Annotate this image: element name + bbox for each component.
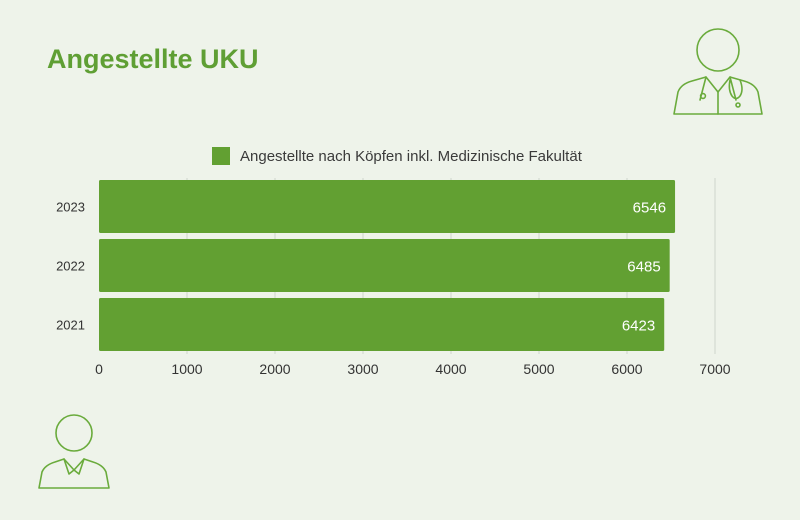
x-tick-label: 2000 [259,361,290,377]
x-tick-label: 6000 [611,361,642,377]
x-tick-label: 5000 [523,361,554,377]
doctor-icon [673,28,763,115]
legend-label: Angestellte nach Köpfen inkl. Medizinisc… [240,147,582,165]
data-label: 6423 [622,318,655,335]
x-tick-label: 0 [95,361,103,377]
x-tick-label: 7000 [699,361,730,377]
category-label: 2022 [56,259,85,274]
bar [99,239,670,292]
x-tick-label: 3000 [347,361,378,377]
bar-chart: 2023 6546 2022 6485 2021 6423 0 1000 2000 3000 400… [56,178,731,377]
x-tick-label: 4000 [435,361,466,377]
category-label: 2021 [56,318,85,333]
page-title: Angestellte UKU [47,44,259,74]
person-icon [38,414,110,489]
data-label: 6546 [633,200,666,217]
bar [99,298,665,351]
x-tick-label: 1000 [171,361,202,377]
data-label: 6485 [627,259,660,276]
legend-swatch [212,147,230,165]
bar [99,180,676,233]
chart-legend: Angestellte nach Köpfen inkl. Medizinisc… [212,147,582,165]
category-label: 2023 [56,200,85,215]
